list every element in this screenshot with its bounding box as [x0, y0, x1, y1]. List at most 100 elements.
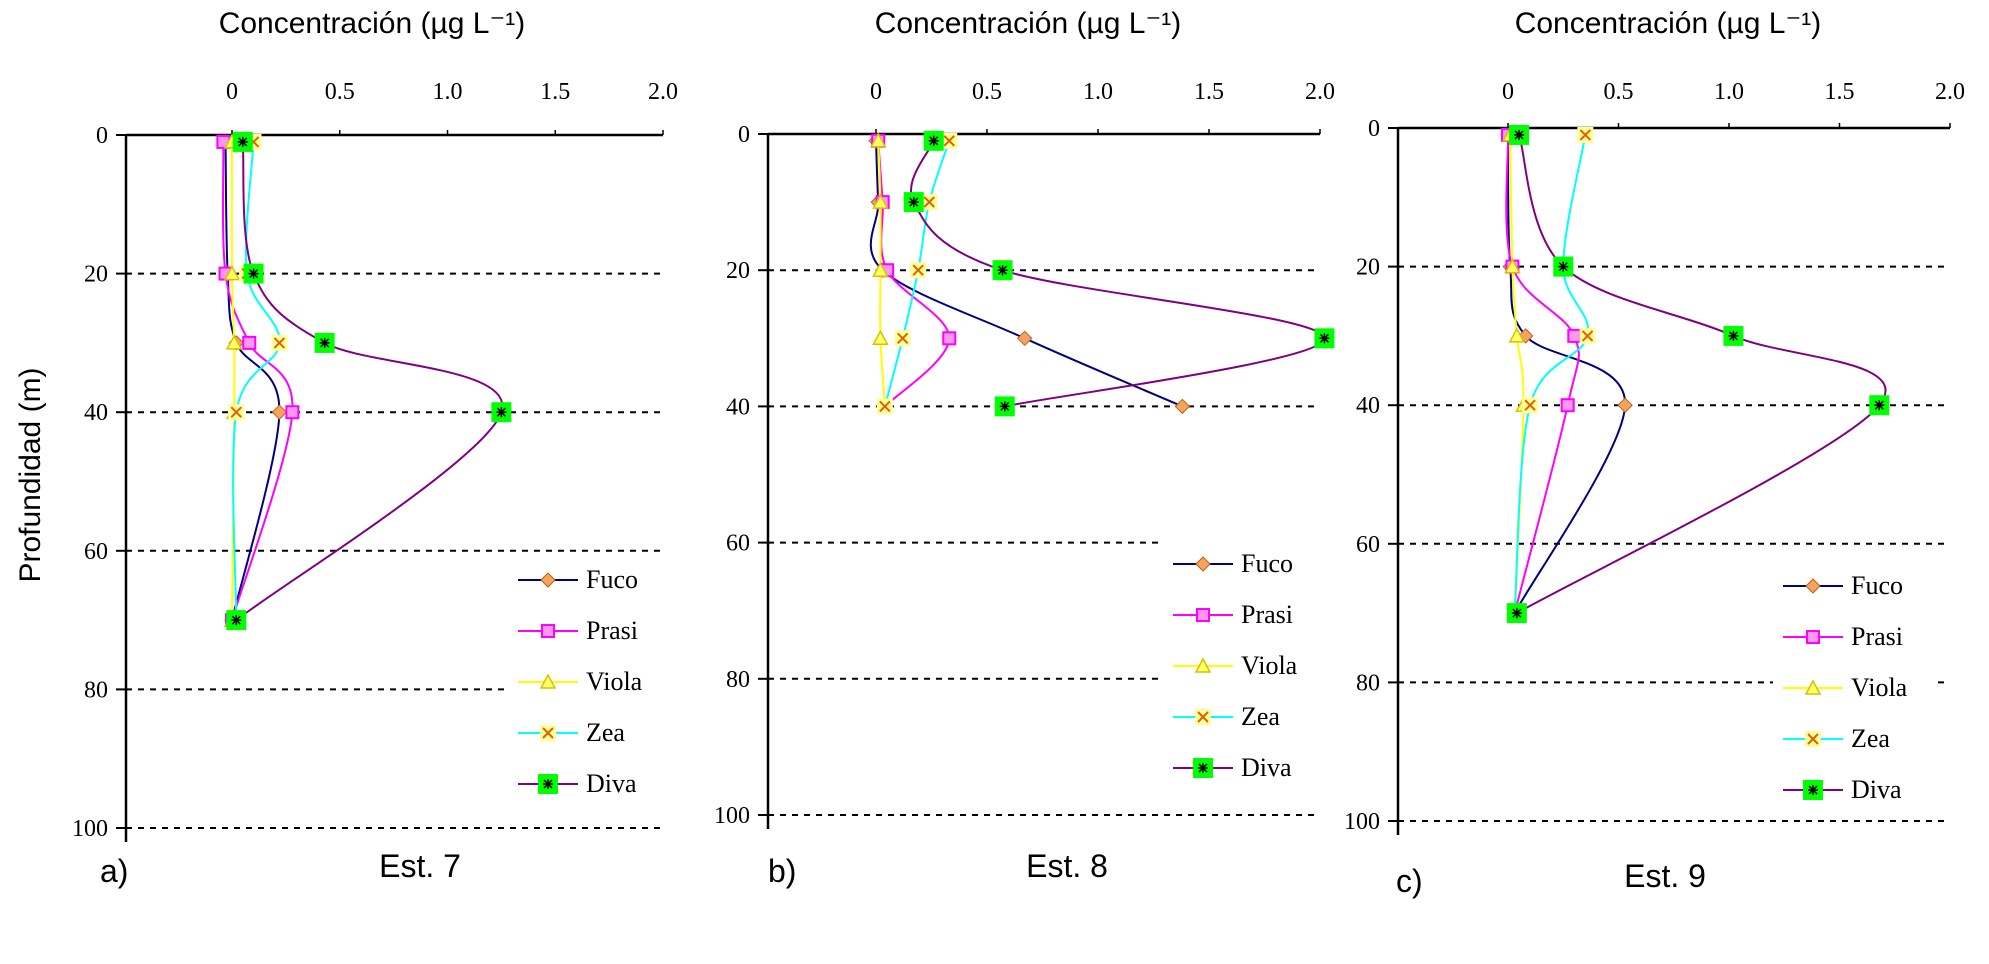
panel-label: b)	[768, 853, 796, 889]
y-tick-label: 60	[84, 539, 108, 565]
data-point-fuco	[1017, 330, 1033, 347]
y-tick-label: 40	[726, 394, 750, 420]
data-point-diva	[1553, 256, 1574, 277]
x-tick-label: 2.0	[1305, 79, 1335, 105]
y-tick-label: 20	[1356, 255, 1380, 281]
diva-marker-star	[1319, 333, 1330, 344]
series-prasi	[1501, 127, 1582, 621]
data-point-prasi	[1567, 328, 1582, 343]
y-tick-label: 60	[1356, 532, 1380, 558]
diva-marker-star	[496, 407, 507, 418]
series-fuco	[217, 134, 288, 628]
data-point-prasi	[942, 331, 957, 346]
data-point-viola	[869, 132, 887, 148]
y-tick-label: 0	[1368, 116, 1380, 142]
data-point-diva	[1509, 124, 1530, 145]
series-line-diva	[235, 141, 504, 621]
diva-marker-star	[543, 779, 553, 789]
legend-marker-viola	[539, 673, 557, 689]
diva-marker-star	[1874, 400, 1885, 411]
legend-background	[508, 556, 668, 804]
data-point-prasi	[242, 335, 257, 350]
x-tick-label: 1.0	[1083, 79, 1113, 105]
x-tick-label: 0.5	[972, 79, 1002, 105]
zea-marker-cross	[230, 406, 243, 418]
diva-marker-star	[928, 135, 939, 146]
series-line-prasi	[877, 140, 951, 408]
zea-marker-cross	[1807, 733, 1819, 745]
data-point-prasi	[285, 405, 300, 420]
legend-marker-prasi	[541, 624, 555, 638]
x-tick-label: 1.5	[540, 79, 570, 105]
zea-marker-cross	[1579, 129, 1592, 141]
x-tick-label: 1.5	[1825, 79, 1855, 105]
x-tick-label: 0	[1502, 79, 1514, 105]
x-tick-label: 1.0	[433, 79, 463, 105]
legend-marker-fuco	[1805, 578, 1821, 594]
chart-title: Concentración (µg L⁻¹)	[1515, 7, 1822, 40]
series-zea	[876, 132, 958, 415]
data-point-viola	[872, 329, 889, 346]
diva-marker-star	[231, 615, 242, 626]
series-line-fuco	[224, 141, 281, 621]
series-line-diva	[1516, 134, 1887, 614]
data-point-zea	[271, 334, 288, 351]
chart-title: Concentración (µg L⁻¹)	[219, 7, 526, 40]
data-point-diva	[1869, 395, 1890, 416]
series-viola	[223, 133, 243, 627]
data-point-zea	[1577, 126, 1594, 143]
diva-marker-star	[319, 337, 330, 348]
legend-label-viola: Viola	[1241, 651, 1298, 680]
legend-background	[1773, 562, 1933, 810]
data-point-diva	[1314, 328, 1335, 349]
data-point-viola	[225, 334, 243, 350]
y-tick-label: 100	[714, 803, 750, 829]
legend-marker-prasi	[1806, 630, 1820, 644]
legend-label-prasi: Prasi	[586, 616, 638, 645]
diva-marker-star	[908, 197, 919, 208]
legend-label-zea: Zea	[1241, 702, 1280, 731]
legend-label-viola: Viola	[586, 667, 643, 696]
series-diva	[1506, 124, 1890, 624]
chart-title: Concentración (µg L⁻¹)	[875, 7, 1182, 40]
data-point-viola	[872, 261, 889, 277]
y-axis-label: Profundidad (m)	[14, 367, 47, 582]
x-tick-label: 0	[226, 79, 238, 105]
legend-label-fuco: Fuco	[586, 565, 638, 594]
legend-label-fuco: Fuco	[1241, 549, 1293, 578]
diva-marker-star	[237, 136, 248, 147]
series-prasi	[216, 134, 300, 628]
series-diva	[226, 131, 512, 631]
station-label: Est. 9	[1624, 858, 1706, 894]
zea-marker-cross	[943, 135, 955, 147]
y-tick-label: 100	[72, 816, 108, 842]
x-tick-label: 0.5	[1604, 79, 1634, 105]
chart-panel-1: Concentración (µg L⁻¹) 0 0.5 1.0 1.5 2.0 0 20 40…	[72, 7, 678, 889]
data-point-diva	[1506, 603, 1527, 624]
legend: Fuco Prasi Viola Zea Diva	[1163, 540, 1323, 788]
legend-marker-diva	[1803, 780, 1823, 800]
legend-label-zea: Zea	[1851, 724, 1890, 753]
series-zea	[1506, 126, 1596, 622]
series-zea	[228, 133, 288, 629]
data-point-viola	[1504, 258, 1521, 274]
diva-marker-star	[1514, 129, 1525, 140]
chart-panel-3: Concentración (µg L⁻¹) 0 0.5 1.0 1.5 2.0 0 20 40…	[1344, 7, 1965, 899]
y-tick-label: 20	[726, 258, 750, 284]
diva-marker-star	[1558, 261, 1569, 272]
legend-label-fuco: Fuco	[1851, 571, 1903, 600]
legend-label-diva: Diva	[1241, 753, 1292, 782]
legend-marker-fuco	[1195, 556, 1211, 572]
series-line-fuco	[1507, 134, 1627, 614]
legend-label-diva: Diva	[1851, 775, 1902, 804]
panel-label: a)	[100, 853, 128, 889]
legend-marker-prasi	[1196, 608, 1210, 622]
data-point-zea	[1579, 327, 1596, 344]
y-tick-label: 80	[84, 677, 108, 703]
data-point-diva	[923, 130, 944, 151]
diva-marker-star	[1511, 608, 1522, 619]
legend-background	[1163, 540, 1323, 788]
zea-marker-cross	[896, 332, 909, 345]
legend-label-zea: Zea	[586, 718, 625, 747]
station-label: Est. 7	[379, 848, 461, 884]
